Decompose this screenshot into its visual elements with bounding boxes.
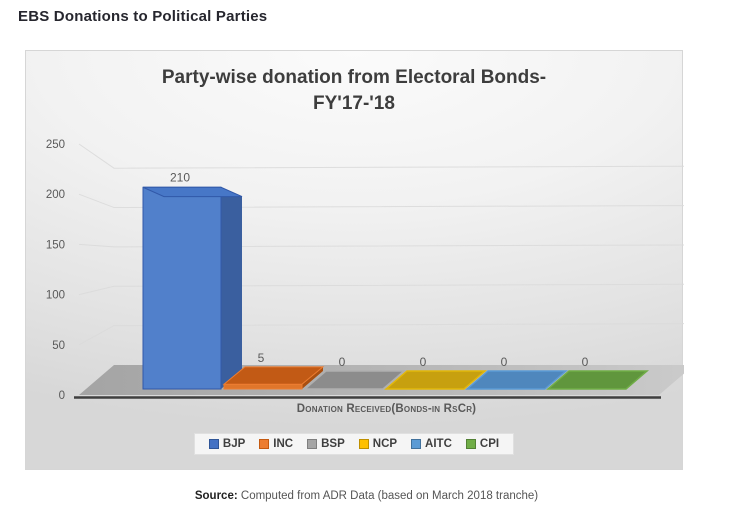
bar-datalabel-aitc: 0: [501, 355, 508, 369]
bar-datalabel-ncp: 0: [420, 355, 427, 369]
bar-inc: [223, 383, 303, 390]
legend-swatch: [208, 439, 219, 449]
source-note: Source: Computed from ADR Data (based on…: [0, 490, 733, 502]
legend-label: BJP: [222, 438, 246, 450]
page-title: EBS Donations to Political Parties: [18, 8, 268, 25]
legend-item-aitc: AITC: [411, 438, 452, 450]
bar-datalabel-bjp: 210: [170, 170, 190, 184]
legend-label: NCP: [372, 438, 398, 450]
legend-swatch: [411, 439, 422, 449]
chart-legend: BJP INC BSP NCP AITC CPI: [26, 433, 682, 455]
gridline: [78, 243, 684, 248]
y-tick-label: 100: [46, 290, 65, 302]
x-axis-title: Donation Received(Bonds-in RsCr): [296, 403, 477, 415]
legend-swatch: [358, 439, 369, 449]
legend-item-inc: INC: [259, 438, 293, 450]
gridline: [78, 193, 684, 209]
bar-datalabel-cpi: 0: [582, 355, 589, 369]
bar-bjp: [142, 186, 222, 390]
chart-title-line2: FY'17-'18: [313, 93, 395, 114]
chart-title: Party-wise donation from Electoral Bonds…: [26, 65, 682, 117]
source-label: Source:: [194, 490, 238, 502]
legend-item-bjp: BJP: [208, 438, 246, 450]
source-text: Computed from ADR Data (based on March 2…: [237, 490, 539, 502]
bar-bsp: [302, 370, 407, 390]
bar-cpi: [545, 370, 650, 390]
bar-side-inc: [302, 366, 323, 389]
y-tick-label: 250: [46, 139, 65, 151]
gridline: [78, 283, 684, 296]
gridline: [78, 143, 684, 169]
legend-swatch: [465, 439, 476, 449]
bar-top-inc: [222, 366, 325, 385]
bar-aitc: [464, 370, 569, 390]
legend-swatch: [307, 439, 318, 449]
legend-item-cpi: CPI: [465, 438, 500, 450]
chart-container: 0 50 100 150 200 250 210 5 0 0 0 0 Party-wise donat…: [25, 50, 684, 470]
legend-label: AITC: [425, 438, 452, 450]
legend-item-ncp: NCP: [358, 438, 398, 450]
chart-title-line1: Party-wise donation from Electoral Bonds…: [161, 67, 547, 88]
bar-top-bjp: [142, 186, 243, 198]
legend-label: BSP: [321, 438, 345, 450]
bar-side-bjp: [221, 187, 242, 389]
y-tick-label: 0: [59, 390, 65, 402]
y-tick-label: 50: [52, 340, 65, 352]
bar-datalabel-inc: 5: [258, 351, 265, 365]
gridline: [78, 323, 684, 346]
bar-datalabel-bsp: 0: [339, 355, 346, 369]
legend-label: CPI: [479, 438, 500, 450]
legend-label: INC: [273, 438, 294, 450]
legend-item-bsp: BSP: [307, 438, 345, 450]
legend-swatch: [259, 439, 270, 449]
y-tick-label: 200: [46, 189, 65, 201]
bar-ncp: [383, 370, 488, 390]
chart-legend-box: BJP INC BSP NCP AITC CPI: [193, 433, 515, 455]
y-tick-label: 150: [46, 239, 65, 251]
